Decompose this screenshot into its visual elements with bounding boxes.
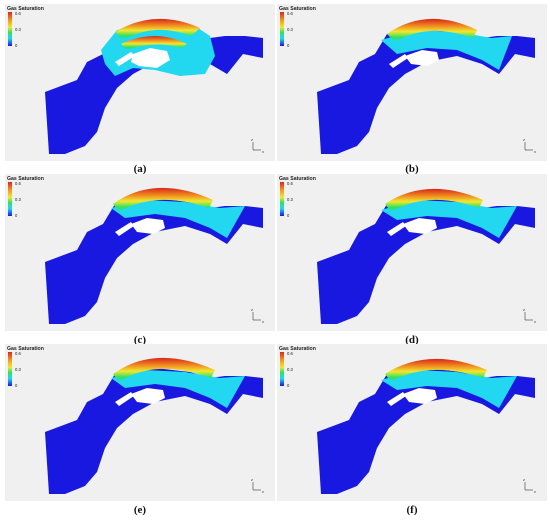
svg-text:z: z (251, 307, 253, 312)
colorbar (280, 12, 284, 46)
svg-text:0.6: 0.6 (287, 351, 293, 356)
svg-text:0: 0 (15, 383, 18, 388)
saturation-plot-b: Gas Saturation 0.6 0.3 0 z x (279, 6, 536, 154)
panel-e: Gas Saturation 0.6 0.3 0 z x (5, 344, 275, 501)
caption-c: (c) (133, 334, 147, 346)
colorbar-title: Gas Saturation (7, 6, 44, 12)
svg-text:0.6: 0.6 (287, 181, 293, 186)
reservoir-body (45, 368, 263, 494)
svg-text:0.3: 0.3 (287, 367, 293, 372)
svg-text:x: x (534, 149, 536, 154)
void-channel (115, 52, 135, 66)
caption-f: (f) (406, 504, 418, 516)
svg-text:0.6: 0.6 (15, 181, 21, 186)
panel-c: Gas Saturation 0.6 0.3 0 z x (5, 174, 275, 331)
plume-cyan (101, 22, 215, 76)
svg-text:0.3: 0.3 (15, 367, 21, 372)
panel-f: Gas Saturation 0.6 0.3 0 z x (277, 344, 547, 501)
svg-text:x: x (262, 319, 264, 324)
colorbar (8, 352, 12, 386)
gas-cap (115, 18, 200, 40)
axis-triad: z x (251, 307, 264, 324)
svg-text:0: 0 (287, 43, 290, 48)
void-channel (115, 222, 134, 236)
svg-text:z: z (523, 307, 525, 312)
reservoir-body (317, 368, 535, 494)
saturation-plot-c: Gas Saturation 0.6 0.3 0 z x (7, 176, 264, 324)
svg-text:Gas Saturation: Gas Saturation (7, 346, 44, 352)
saturation-plot-e: Gas Saturation 0.6 0.3 0 z x (7, 346, 264, 494)
void (131, 218, 165, 234)
svg-text:x: x (534, 319, 536, 324)
svg-text:x: x (262, 489, 264, 494)
colorbar (280, 182, 284, 216)
svg-text:Gas Saturation: Gas Saturation (7, 176, 44, 182)
gas-cap (387, 18, 477, 42)
svg-text:0: 0 (287, 213, 290, 218)
svg-text:0.6: 0.6 (15, 351, 21, 356)
colorbar (8, 182, 12, 216)
svg-text:z: z (251, 477, 253, 482)
plume-cyan (111, 370, 245, 408)
svg-text:Gas Saturation: Gas Saturation (279, 176, 316, 182)
svg-text:0.3: 0.3 (15, 197, 21, 202)
reservoir-body (45, 198, 263, 324)
reservoir-body (317, 28, 535, 154)
panel-a: Gas Saturation 0.6 0.3 0 z x (5, 4, 275, 161)
void (403, 388, 437, 404)
svg-text:Gas Saturation: Gas Saturation (279, 346, 316, 352)
gas-cap (385, 188, 483, 212)
colorbar-tick-mid: 0.3 (15, 27, 21, 32)
svg-text:0.3: 0.3 (287, 27, 293, 32)
svg-text:0: 0 (287, 383, 290, 388)
svg-text:z: z (523, 477, 525, 482)
void-channel (389, 54, 408, 68)
void (405, 50, 439, 66)
axis-triad: z x (523, 137, 536, 154)
axis-triad: z x (523, 307, 536, 324)
plume-cyan (111, 200, 245, 238)
saturation-plot-f: Gas Saturation 0.6 0.3 0 z x (279, 346, 536, 494)
void-channel (387, 392, 406, 406)
gas-cap (113, 357, 215, 382)
axis-triad: z x (251, 137, 264, 154)
svg-text:x: x (262, 149, 264, 154)
caption-b: (b) (405, 163, 419, 175)
svg-text:x: x (534, 489, 536, 494)
plume-cyan (381, 30, 512, 70)
colorbar-tick-max: 0.6 (15, 11, 21, 16)
void-channel (115, 392, 134, 406)
svg-text:0.6: 0.6 (287, 11, 293, 16)
void (131, 388, 165, 404)
void-channel (387, 222, 406, 236)
svg-text:z: z (523, 137, 525, 142)
colorbar (8, 12, 12, 46)
axis-triad: z x (523, 477, 536, 494)
svg-text:0.3: 0.3 (287, 197, 293, 202)
colorbar (280, 352, 284, 386)
svg-text:0: 0 (15, 213, 18, 218)
saturation-plot-a: Gas Saturation 0.6 0.3 0 z x (7, 6, 264, 154)
colorbar-title: Gas Saturation (279, 6, 316, 12)
plume-cyan (381, 370, 517, 408)
gas-cap (113, 187, 213, 212)
caption-d: (d) (405, 334, 419, 346)
reservoir-body (317, 198, 535, 324)
plume-cyan (381, 200, 517, 238)
void (131, 48, 170, 68)
svg-text:z: z (251, 137, 253, 142)
caption-e: (e) (133, 504, 147, 516)
saturation-plot-d: Gas Saturation 0.6 0.3 0 z x (279, 176, 536, 324)
panel-d: Gas Saturation 0.6 0.3 0 z x (277, 174, 547, 331)
panel-b: Gas Saturation 0.6 0.3 0 z x (277, 4, 547, 161)
axis-triad: z x (251, 477, 264, 494)
inner-lens (121, 36, 187, 50)
gas-cap (385, 358, 487, 382)
void (403, 218, 437, 234)
colorbar-tick-min: 0 (15, 43, 18, 48)
caption-a: (a) (133, 163, 147, 175)
